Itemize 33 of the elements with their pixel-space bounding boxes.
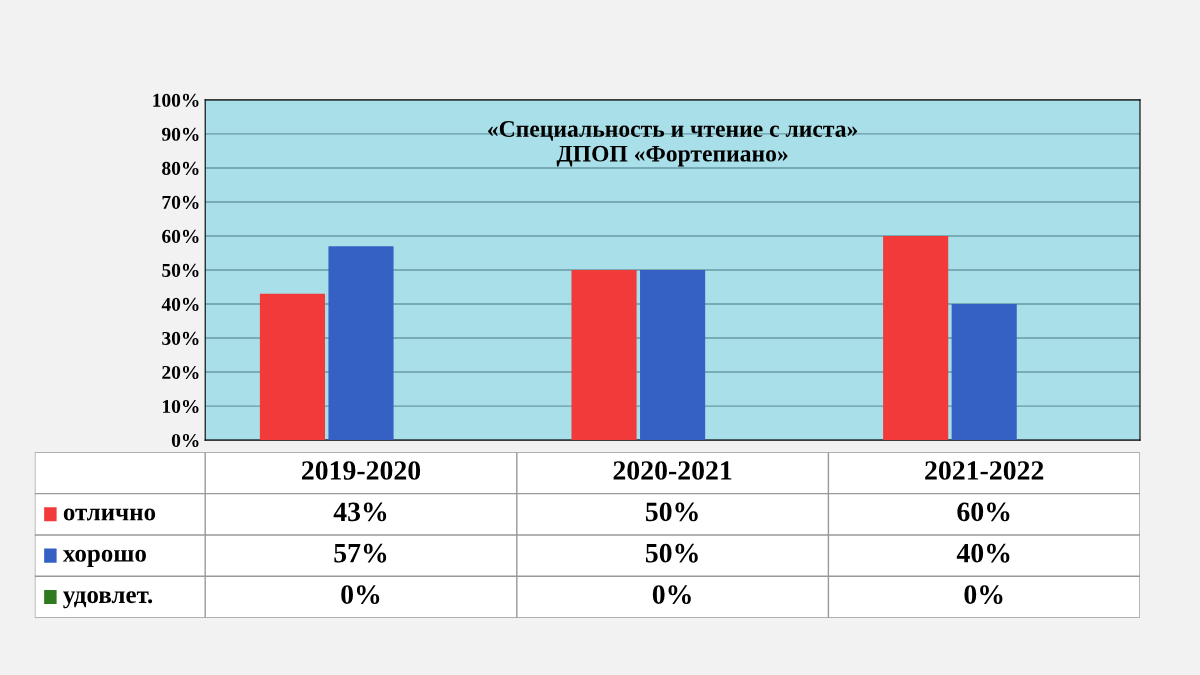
legend-label: отлично: [63, 508, 156, 521]
data-label: 50%: [645, 543, 698, 563]
y-tick-label: 0%: [171, 433, 199, 448]
bar: [259, 293, 326, 441]
y-tick-label: 70%: [162, 195, 199, 209]
y-tick-label: 90%: [161, 127, 199, 141]
x-tick-label: 2019-2020: [301, 461, 421, 480]
legend-label: хорошо: [62, 549, 146, 567]
data-label: 43%: [333, 502, 387, 522]
data-label: 50%: [645, 502, 698, 522]
bar: [328, 246, 394, 441]
bar: [571, 270, 637, 441]
data-label: 40%: [956, 543, 1010, 563]
y-tick-label: 20%: [162, 365, 199, 380]
y-tick-label: 10%: [163, 399, 199, 414]
text: «Специальность и чтение с листа» ДПОП «Фортепиано»: [488, 121, 858, 167]
y-tick-label: 40%: [161, 297, 199, 312]
y-tick-label: 100%: [153, 93, 199, 107]
x-tick-label: 2021-2022: [925, 461, 1044, 480]
legend-label: удовлет.: [63, 591, 153, 609]
bar: [640, 270, 706, 441]
data-label: 0%: [964, 585, 1003, 604]
y-tick-label: 30%: [162, 331, 199, 346]
bar: [883, 235, 949, 441]
data-label: 0%: [341, 585, 380, 604]
bar: [951, 304, 1017, 441]
y-tick-label: 60%: [162, 229, 199, 243]
data-label: 57%: [334, 543, 387, 563]
data-label: 0%: [652, 585, 691, 604]
y-tick-label: 80%: [162, 161, 199, 175]
data-label: 60%: [957, 502, 1010, 522]
y-tick-label: 50%: [162, 263, 199, 277]
x-tick-label: 2020-2021: [613, 461, 732, 480]
